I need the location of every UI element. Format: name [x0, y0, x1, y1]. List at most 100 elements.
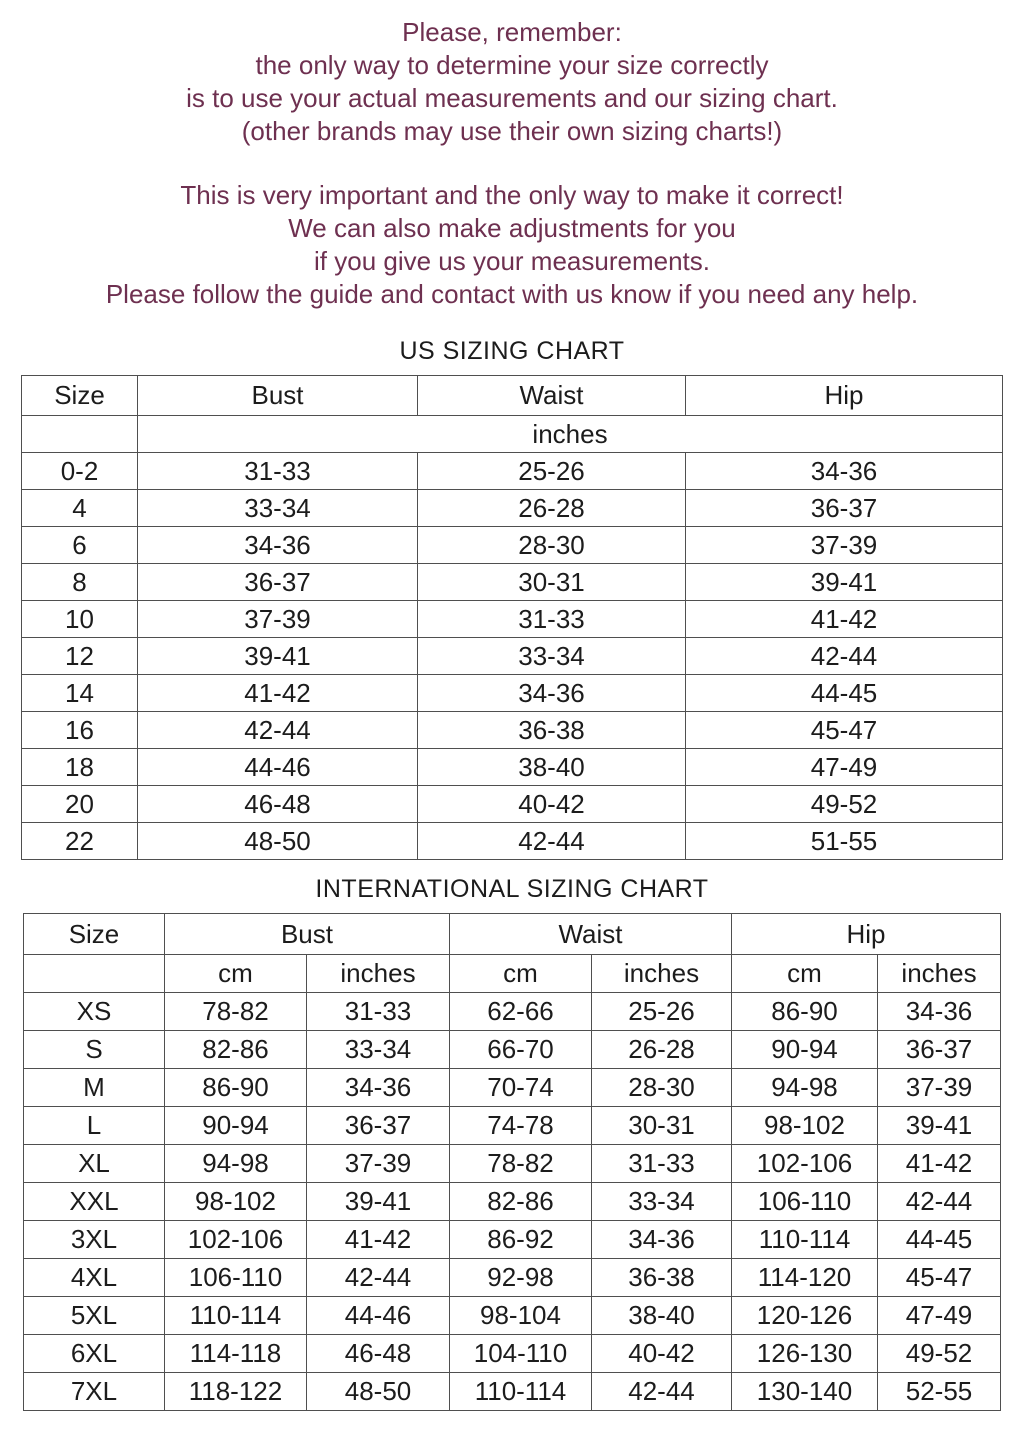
measurement-cell: 31-33: [590, 1144, 733, 1183]
size-cell: 4: [21, 489, 138, 527]
measurement-cell: 94-98: [163, 1144, 307, 1183]
measurement-cell: 110-114: [448, 1372, 592, 1411]
size-cell: XXL: [22, 1182, 165, 1221]
measurement-cell: 82-86: [448, 1182, 592, 1221]
measurement-cell: 41-42: [685, 600, 1003, 638]
size-cell: S: [22, 1030, 165, 1069]
measurement-cell: 42-44: [137, 711, 418, 749]
measurement-cell: 39-41: [137, 637, 418, 675]
size-cell: 20: [21, 785, 138, 823]
table-row: 0-2 31-33 25-26 34-36: [21, 452, 1003, 490]
measurement-cell: 46-48: [137, 785, 418, 823]
measurement-cell: 78-82: [448, 1144, 592, 1183]
measurement-cell: 38-40: [417, 748, 686, 786]
measurement-cell: 39-41: [685, 563, 1003, 601]
measurement-cell: 39-41: [876, 1106, 1002, 1145]
table-row: 10 37-39 31-33 41-42: [21, 600, 1003, 638]
measurement-cell: 28-30: [417, 526, 686, 564]
measurement-cell: 31-33: [417, 600, 686, 638]
table-row: 3XL 102-106 41-42 86-92 34-36 110-114 44-45: [22, 1220, 1002, 1259]
measurement-cell: 30-31: [590, 1106, 733, 1145]
measurement-cell: 26-28: [590, 1030, 733, 1069]
measurement-cell: 33-34: [137, 489, 418, 527]
table-row: 6 34-36 28-30 37-39: [21, 526, 1003, 564]
column-header-hip: Hip: [730, 913, 1002, 955]
measurement-cell: 49-52: [876, 1334, 1002, 1373]
measurement-cell: 104-110: [448, 1334, 592, 1373]
size-cell: XS: [22, 992, 165, 1031]
measurement-cell: 90-94: [731, 1030, 878, 1069]
intro-paragraph-2: This is very important and the only way …: [0, 179, 1024, 311]
units-cell-hip-inches: inches: [876, 954, 1002, 993]
size-cell: 14: [21, 674, 138, 712]
intl-header-row: Size Bust Waist Hip: [22, 913, 1002, 955]
measurement-cell: 37-39: [876, 1068, 1002, 1107]
measurement-cell: 66-70: [448, 1030, 592, 1069]
measurement-cell: 36-37: [685, 489, 1003, 527]
size-cell: 18: [21, 748, 138, 786]
measurement-cell: 86-90: [731, 992, 878, 1031]
intro-line: (other brands may use their own sizing c…: [241, 116, 783, 146]
table-row: 18 44-46 38-40 47-49: [21, 748, 1003, 786]
measurement-cell: 70-74: [448, 1068, 592, 1107]
measurement-cell: 46-48: [305, 1334, 450, 1373]
measurement-cell: 118-122: [163, 1372, 307, 1411]
measurement-cell: 42-44: [417, 822, 686, 860]
size-cell: XL: [22, 1144, 165, 1183]
measurement-cell: 34-36: [305, 1068, 450, 1107]
table-row: XXL 98-102 39-41 82-86 33-34 106-110 42-44: [22, 1182, 1002, 1221]
measurement-cell: 34-36: [137, 526, 418, 564]
international-sizing-table: Size Bust Waist Hip cm inches cm inches …: [22, 913, 1002, 1411]
units-cell-hip-cm: cm: [731, 954, 878, 993]
measurement-cell: 114-118: [163, 1334, 307, 1373]
measurement-cell: 42-44: [876, 1182, 1002, 1221]
table-row: 4 33-34 26-28 36-37: [21, 489, 1003, 527]
measurement-cell: 92-98: [448, 1258, 592, 1297]
measurement-cell: 28-30: [590, 1068, 733, 1107]
column-header-hip: Hip: [685, 375, 1003, 416]
empty-cell: [22, 954, 165, 993]
intro-line: Please, remember:: [402, 17, 622, 47]
intl-units-row: cm inches cm inches cm inches: [22, 954, 1002, 993]
measurement-cell: 51-55: [685, 822, 1003, 860]
measurement-cell: 37-39: [685, 526, 1003, 564]
measurement-cell: 34-36: [417, 674, 686, 712]
measurement-cell: 102-106: [731, 1144, 878, 1183]
table-row: 12 39-41 33-34 42-44: [21, 637, 1003, 675]
size-cell: 8: [21, 563, 138, 601]
intl-chart-title: INTERNATIONAL SIZING CHART: [315, 875, 709, 903]
measurement-cell: 36-37: [305, 1106, 450, 1145]
measurement-cell: 48-50: [305, 1372, 450, 1411]
measurement-cell: 49-52: [685, 785, 1003, 823]
us-header-row: Size Bust Waist Hip: [21, 375, 1003, 416]
measurement-cell: 36-38: [417, 711, 686, 749]
table-row: 8 36-37 30-31 39-41: [21, 563, 1003, 601]
size-cell: L: [22, 1106, 165, 1145]
measurement-cell: 34-36: [685, 452, 1003, 490]
measurement-cell: 25-26: [590, 992, 733, 1031]
us-chart-title: US SIZING CHART: [399, 337, 625, 365]
empty-cell: [21, 415, 138, 453]
measurement-cell: 41-42: [876, 1144, 1002, 1183]
column-header-waist: Waist: [448, 913, 733, 955]
measurement-cell: 44-46: [305, 1296, 450, 1335]
table-row: M 86-90 34-36 70-74 28-30 94-98 37-39: [22, 1068, 1002, 1107]
measurement-cell: 39-41: [305, 1182, 450, 1221]
measurement-cell: 48-50: [137, 822, 418, 860]
table-row: XL 94-98 37-39 78-82 31-33 102-106 41-42: [22, 1144, 1002, 1183]
intro-line: We can also make adjustments for you: [288, 213, 736, 243]
measurement-cell: 42-44: [685, 637, 1003, 675]
measurement-cell: 86-90: [163, 1068, 307, 1107]
measurement-cell: 98-102: [163, 1182, 307, 1221]
intro-line: is to use your actual measurements and o…: [186, 83, 838, 113]
table-row: 7XL 118-122 48-50 110-114 42-44 130-140 52-55: [22, 1372, 1002, 1411]
table-row: 14 41-42 34-36 44-45: [21, 674, 1003, 712]
measurement-cell: 34-36: [590, 1220, 733, 1259]
measurement-cell: 114-120: [731, 1258, 878, 1297]
measurement-cell: 41-42: [305, 1220, 450, 1259]
measurement-cell: 106-110: [731, 1182, 878, 1221]
size-cell: 6XL: [22, 1334, 165, 1373]
measurement-cell: 106-110: [163, 1258, 307, 1297]
size-cell: 0-2: [21, 452, 138, 490]
